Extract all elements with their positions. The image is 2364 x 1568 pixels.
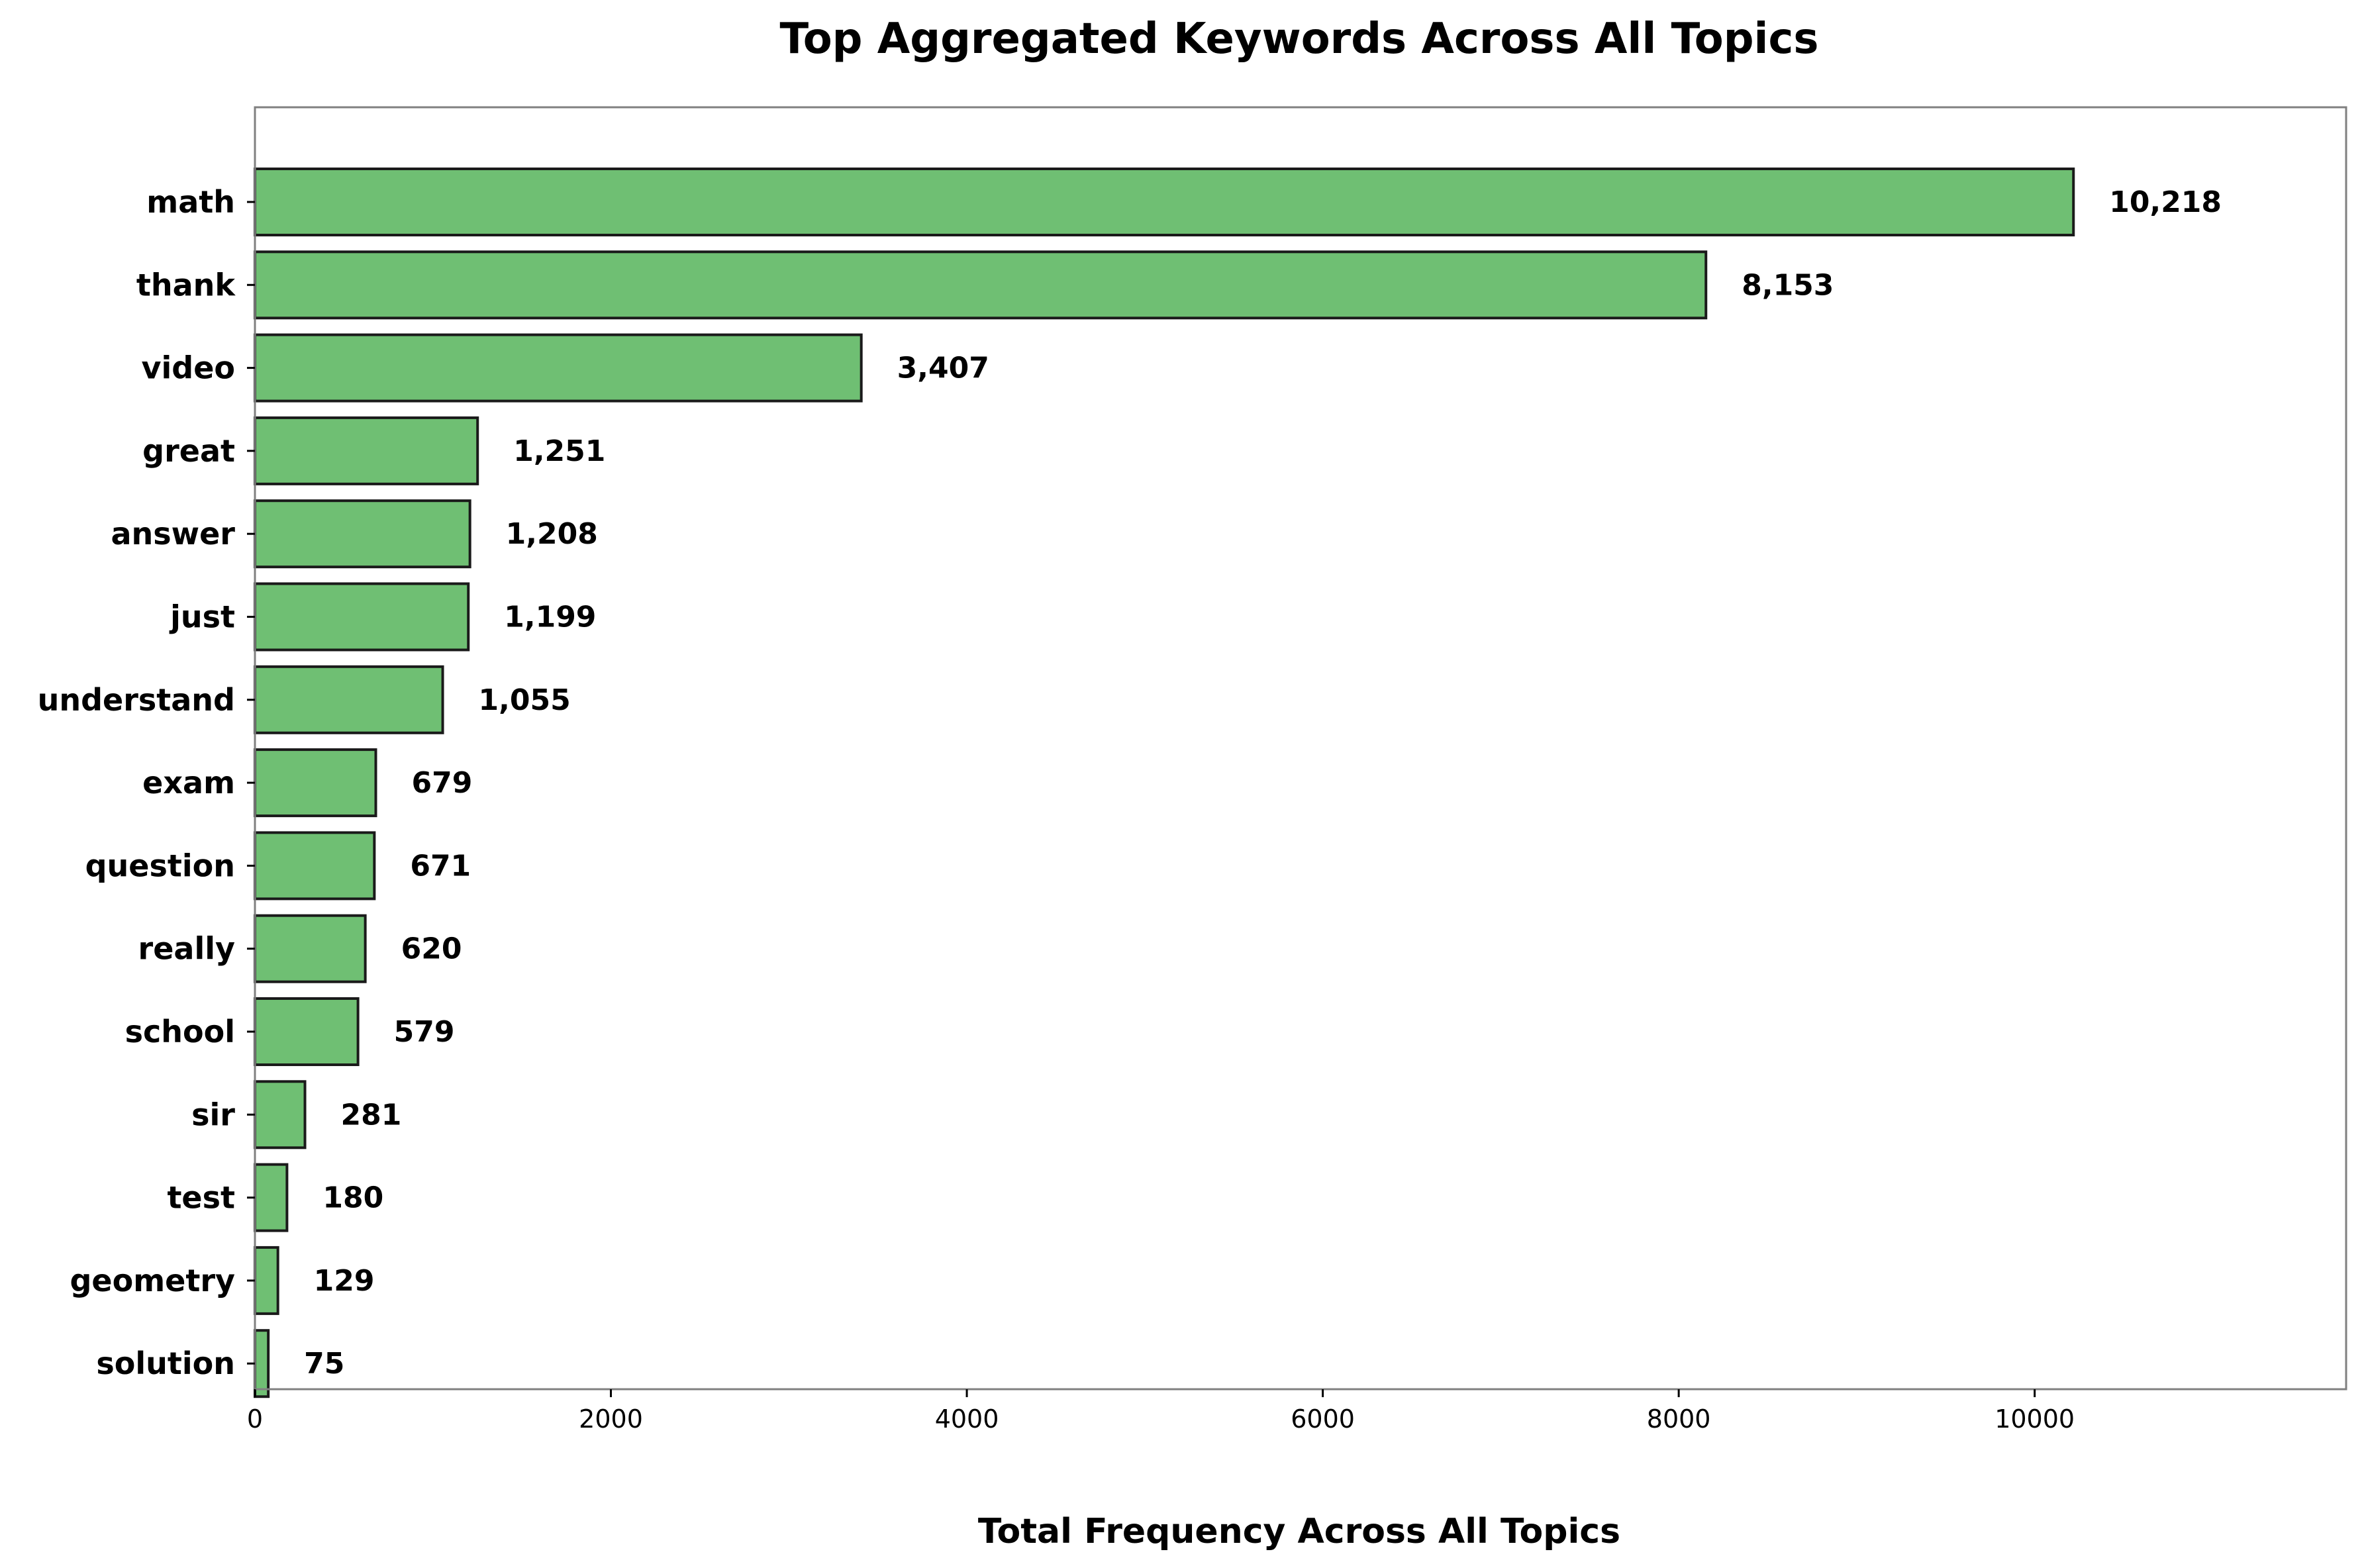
y-tick-label-just: just <box>169 599 235 635</box>
value-label-geometry: 129 <box>314 1264 375 1298</box>
value-label-video: 3,407 <box>897 352 989 385</box>
x-tick-label-4000: 4000 <box>935 1404 999 1434</box>
bar-exam <box>254 748 377 818</box>
x-axis-label: Total Frequency Across All Topics <box>978 1512 1620 1551</box>
value-label-exam: 679 <box>411 766 472 800</box>
y-tick-label-answer: answer <box>111 516 235 552</box>
value-label-test: 180 <box>322 1181 383 1215</box>
bar-test <box>254 1163 289 1232</box>
value-label-really: 620 <box>401 932 462 966</box>
chart-title: Top Aggregated Keywords Across All Topic… <box>780 15 1819 64</box>
y-axis: math thank video great answer just understand e… <box>38 184 255 1381</box>
y-tick-label-test: test <box>167 1180 235 1216</box>
plot-frame <box>254 106 2347 1391</box>
bar-understand <box>254 665 444 734</box>
y-tick-label-math: math <box>146 184 235 220</box>
y-tick-label-geometry: geometry <box>70 1263 235 1298</box>
bar-video <box>254 333 863 403</box>
x-tick-label-0: 0 <box>247 1404 263 1434</box>
bar-thank <box>254 250 1708 320</box>
bar-geometry <box>254 1246 279 1315</box>
y-tick-label-question: question <box>85 848 235 883</box>
y-tick-label-great: great <box>142 433 235 469</box>
x-tick-label-8000: 8000 <box>1647 1404 1711 1434</box>
x-axis: 0 2000 4000 6000 8000 10000 <box>247 1389 2075 1434</box>
bar-question <box>254 831 376 901</box>
y-tick-label-solution: solution <box>96 1346 235 1381</box>
y-tick-label-thank: thank <box>136 267 236 303</box>
y-tick-label-sir: sir <box>191 1097 235 1132</box>
y-tick-label-video: video <box>142 350 235 386</box>
bar-just <box>254 582 470 652</box>
bar-sir <box>254 1080 307 1150</box>
value-label-school: 579 <box>394 1015 455 1049</box>
y-tick-label-really: really <box>138 931 235 967</box>
plot-area: 10,218 8,153 3,407 1,251 1,208 1,199 1,055 679 6… <box>254 168 2222 1398</box>
y-tick-label-exam: exam <box>142 765 235 801</box>
value-label-sir: 281 <box>341 1098 402 1132</box>
value-label-great: 1,251 <box>513 434 605 468</box>
value-label-answer: 1,208 <box>506 517 598 551</box>
bar-math <box>254 168 2075 236</box>
x-tick-label-6000: 6000 <box>1291 1404 1355 1434</box>
bar-really <box>254 914 367 983</box>
bar-solution <box>254 1329 270 1398</box>
value-label-question: 671 <box>410 849 471 883</box>
y-tick-label-understand: understand <box>38 682 235 718</box>
y-tick-label-school: school <box>125 1014 235 1050</box>
bar-school <box>254 997 360 1066</box>
value-label-just: 1,199 <box>504 601 596 634</box>
bar-great <box>254 416 479 485</box>
value-label-solution: 75 <box>304 1347 344 1381</box>
x-tick-label-10000: 10000 <box>1995 1404 2075 1434</box>
value-label-understand: 1,055 <box>479 683 571 717</box>
value-label-math: 10,218 <box>2109 185 2222 219</box>
bar-answer <box>254 499 471 569</box>
x-tick-label-2000: 2000 <box>579 1404 643 1434</box>
value-label-thank: 8,153 <box>1742 268 1834 302</box>
